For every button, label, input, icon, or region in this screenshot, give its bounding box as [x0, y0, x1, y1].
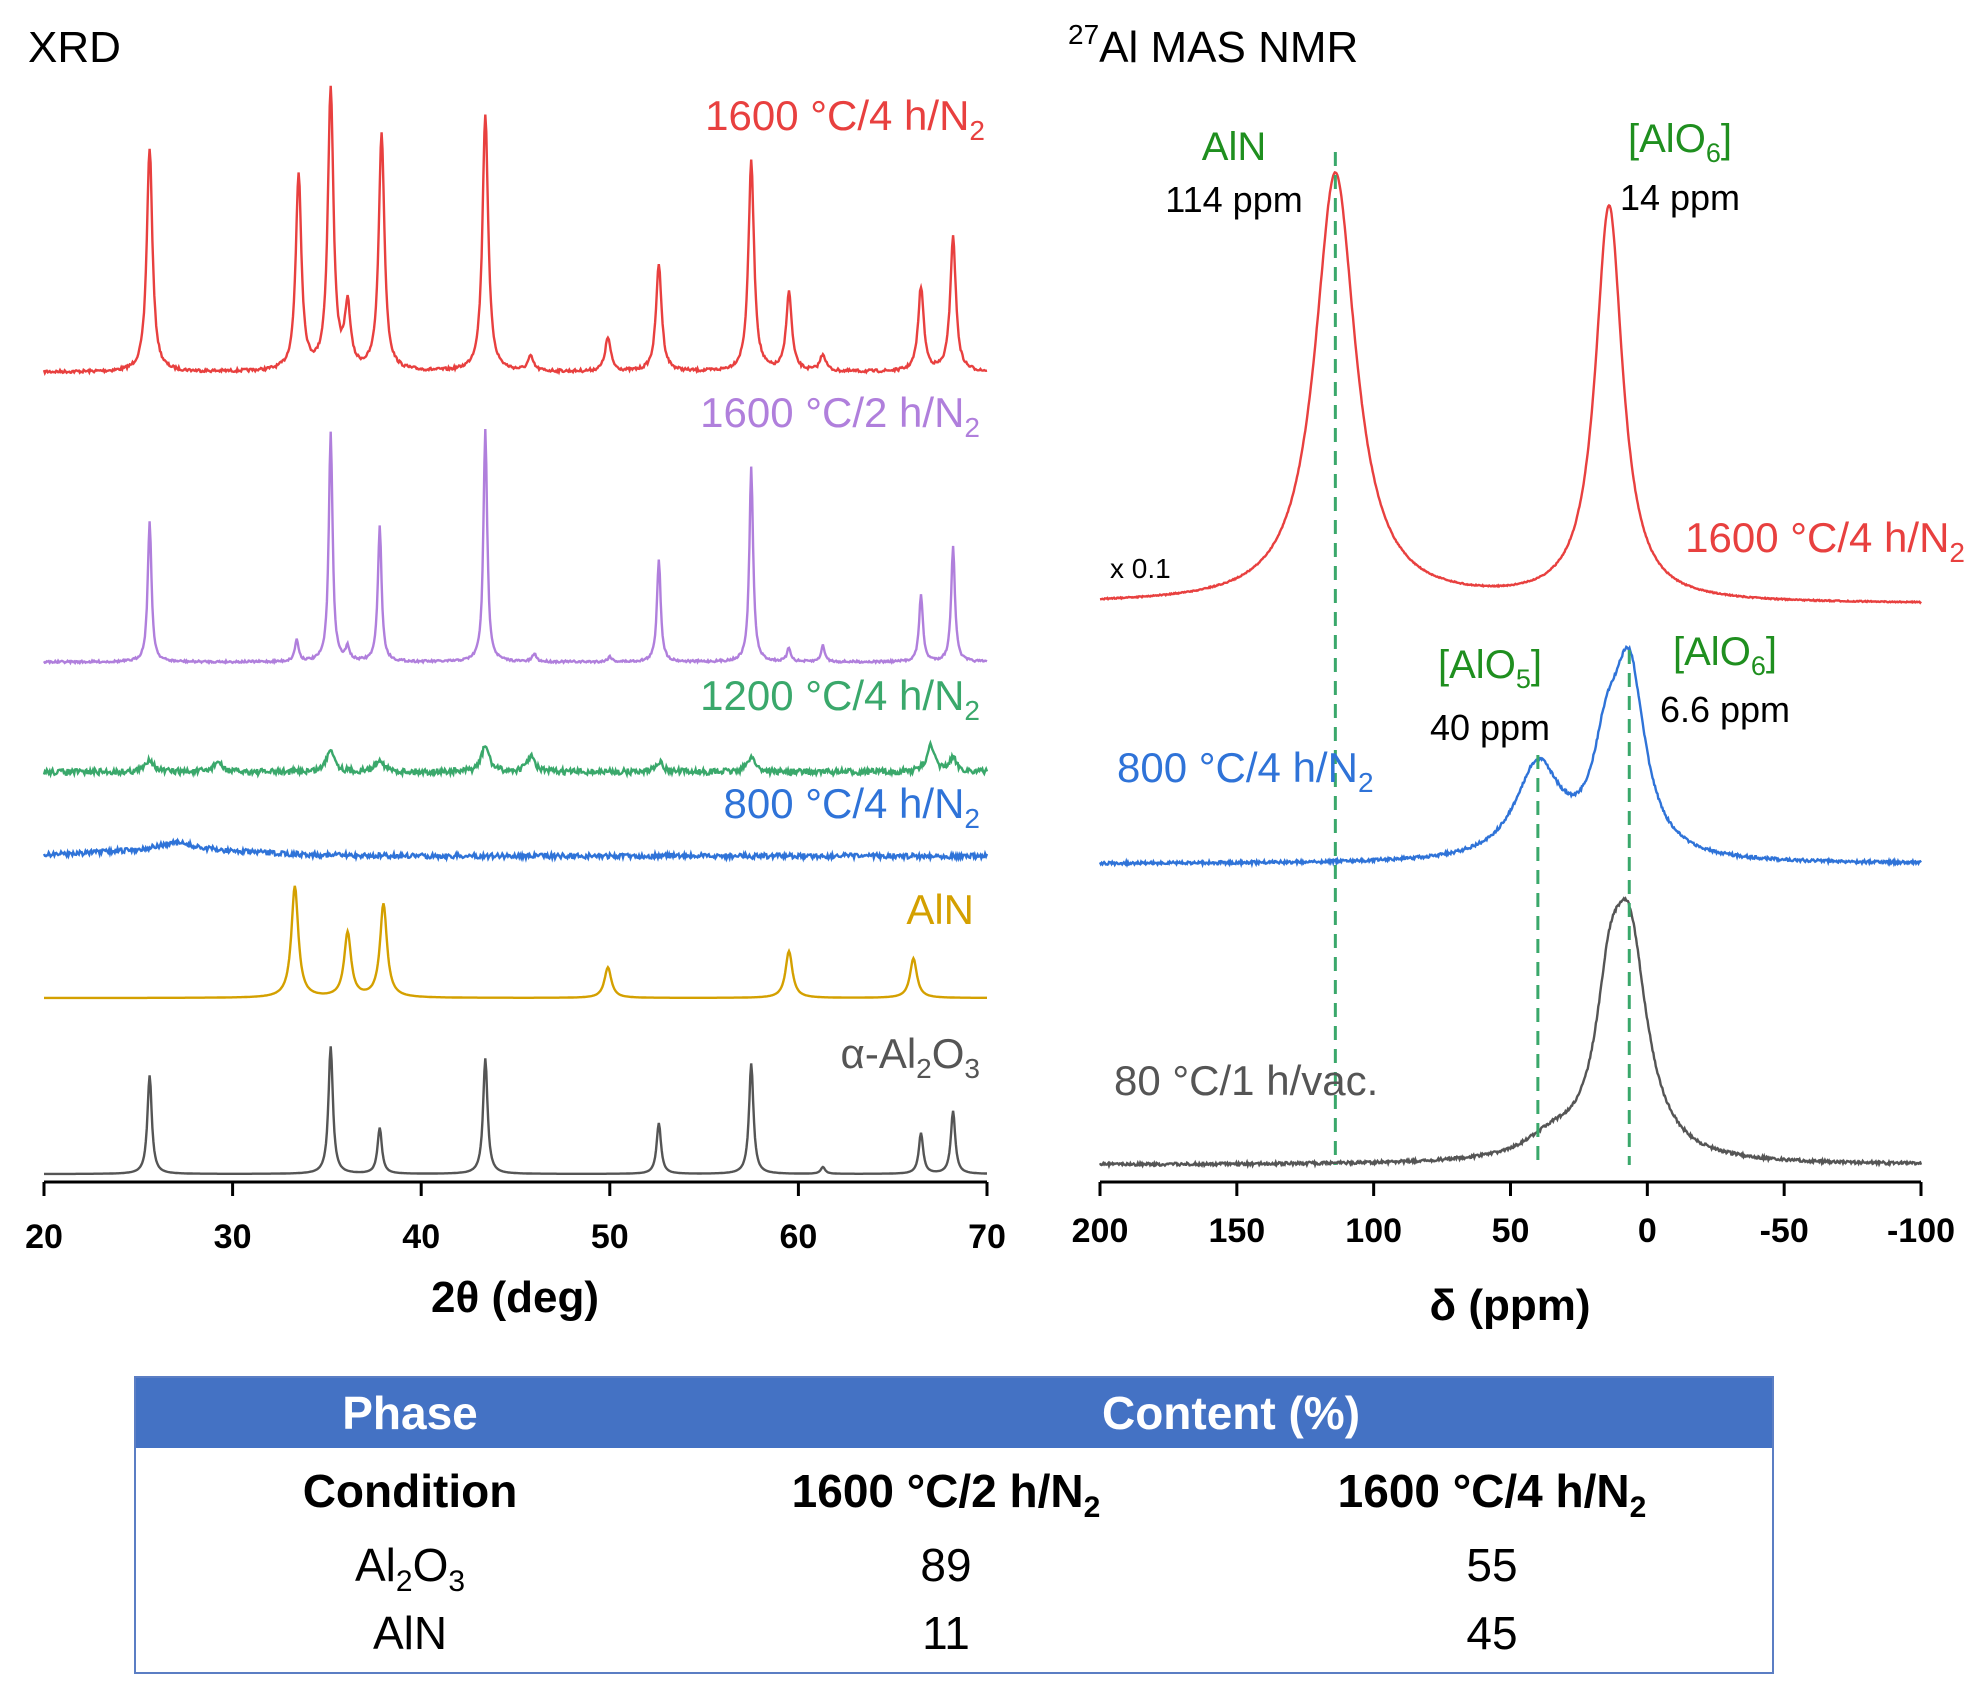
nmr-tick-label: -50	[1760, 1212, 1809, 1250]
nmr-label-80-1h: 80 °C/1 h/vac.	[1114, 1057, 1378, 1104]
nmr-label-1600-4h: 1600 °C/4 h/N2	[1685, 514, 1965, 568]
phase-content-table: Phase Content (%) Condition 1600 °C/2 h/…	[134, 1376, 1774, 1674]
xrd-label-aln: AlN	[906, 886, 974, 933]
nmr-tick-label: 100	[1345, 1212, 1402, 1250]
xrd-trace-s1600_4	[42, 85, 988, 376]
table-header-bar	[136, 1378, 1772, 1448]
xrd-trace-aln	[44, 885, 987, 1000]
table-row-alumina-phase: Al2O3	[354, 1539, 466, 1599]
xrd-tick-label: 70	[968, 1218, 1006, 1256]
xrd-trace-s1200_4	[42, 739, 989, 779]
nmr-tick-label: 200	[1072, 1212, 1129, 1250]
xrd-x-axis-label: 2θ (deg)	[431, 1273, 599, 1322]
nmr-tick-label: 50	[1492, 1212, 1530, 1250]
nmr-annotation-alo5-ppm: 40 ppm	[1430, 707, 1550, 748]
nmr-x-axis-label: δ (ppm)	[1429, 1281, 1590, 1330]
xrd-tick-label: 40	[402, 1218, 440, 1256]
xrd-tick-label: 50	[591, 1218, 629, 1256]
nmr-traces	[1098, 171, 1923, 1170]
xrd-label-800-4h: 800 °C/4 h/N2	[723, 780, 980, 834]
xrd-tick-label: 30	[214, 1218, 252, 1256]
table-col-1600-2h: 1600 °C/2 h/N2	[791, 1465, 1101, 1525]
nmr-label-800-4h: 800 °C/4 h/N2	[1117, 744, 1374, 798]
table-header-content: Content (%)	[1101, 1387, 1361, 1439]
nmr-reference-lines	[1333, 152, 1631, 1165]
nmr-tick-label: 0	[1638, 1212, 1657, 1250]
nmr-annotation-alo6-mid-ppm: 6.6 ppm	[1660, 689, 1790, 730]
nmr-trace-s1600_4	[1099, 171, 1922, 605]
xrd-trace-s800_4	[42, 837, 989, 863]
nmr-scale-note: x 0.1	[1110, 553, 1171, 584]
nmr-trace-s80	[1098, 896, 1923, 1170]
table-row-aln-phase: AlN	[372, 1607, 448, 1659]
nmr-annotation-alo5: [AlO5]	[1438, 643, 1542, 694]
xrd-label-1600-2h: 1600 °C/2 h/N2	[700, 389, 980, 443]
nmr-annotation-alo6-top: [AlO6]	[1628, 117, 1732, 168]
xrd-label-1200-4h: 1200 °C/4 h/N2	[700, 672, 980, 726]
table-condition-label: Condition	[302, 1465, 518, 1517]
nmr-annotation-alo6-top-ppm: 14 ppm	[1620, 177, 1740, 218]
nmr-annotation-aln: AlN	[1202, 125, 1266, 169]
xrd-trace-s1600_2	[42, 428, 988, 666]
xrd-tick-label: 60	[779, 1218, 817, 1256]
xrd-label-alumina: α-Al2O3	[841, 1030, 980, 1084]
nmr-annotation-alo6-mid: [AlO6]	[1673, 630, 1777, 681]
xrd-traces	[42, 85, 989, 1176]
table-row-aln-c1: 11	[922, 1607, 970, 1659]
table-col-1600-4h: 1600 °C/4 h/N2	[1337, 1465, 1647, 1525]
xrd-title: XRD	[28, 23, 121, 72]
nmr-annotation-aln-ppm: 114 ppm	[1165, 179, 1302, 220]
xrd-tick-label: 20	[25, 1218, 63, 1256]
xrd-trace-alumina	[44, 1046, 987, 1176]
nmr-title: 27Al MAS NMR	[1068, 19, 1358, 72]
nmr-tick-label: -100	[1887, 1212, 1955, 1250]
xrd-label-1600-4h: 1600 °C/4 h/N2	[705, 92, 985, 146]
table-row-alumina-c2: 55	[1466, 1539, 1518, 1591]
table-row-aln-c2: 45	[1466, 1607, 1518, 1659]
nmr-x-ticks: 200 150 100 50 0 -50 -100	[1072, 1182, 1955, 1250]
nmr-trace-s800_4	[1098, 644, 1922, 869]
table-row-alumina-c1: 89	[920, 1539, 972, 1591]
nmr-tick-label: 150	[1208, 1212, 1265, 1250]
xrd-x-ticks: 20 30 40 50 60 70	[25, 1182, 1006, 1256]
table-header-phase: Phase	[342, 1387, 478, 1439]
